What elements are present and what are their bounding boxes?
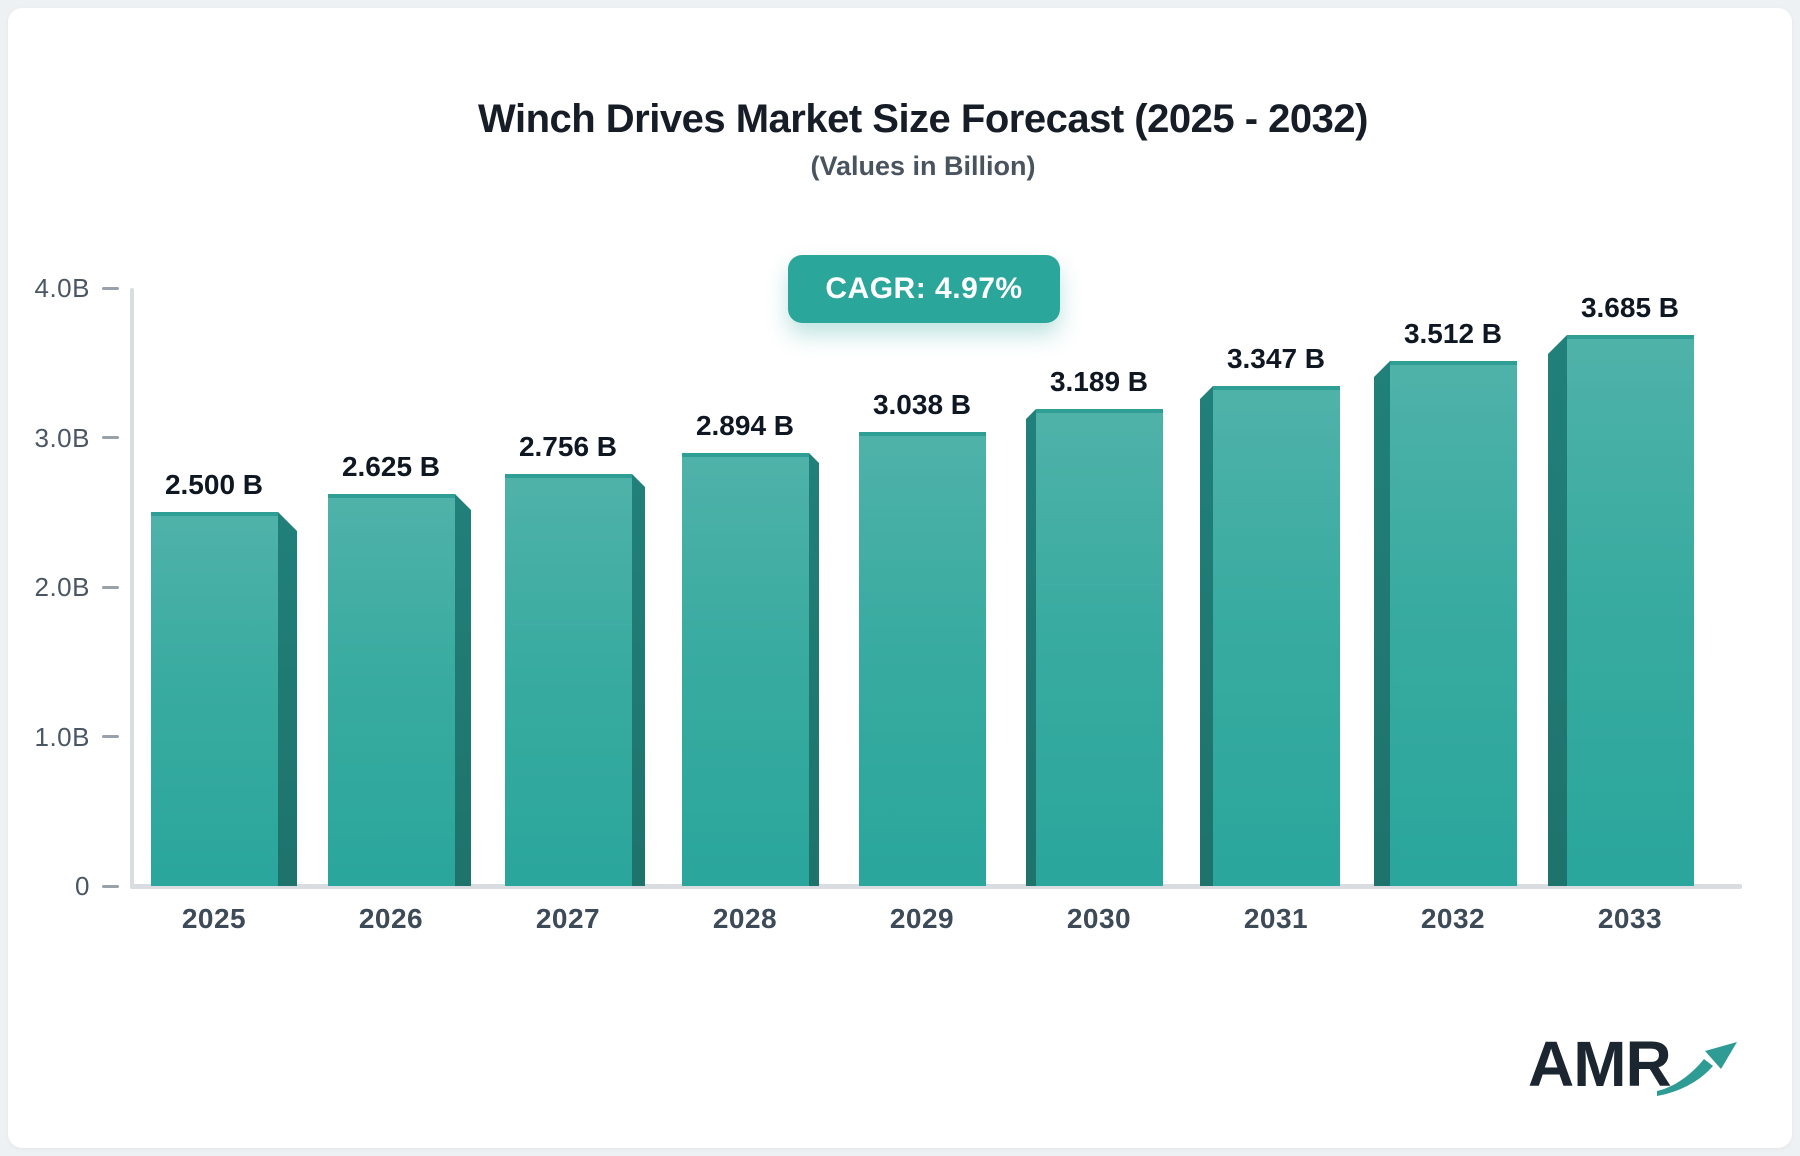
bar-value-label: 3.038 B [872,389,972,420]
x-axis-label: 2026 [358,903,424,934]
y-axis-label: 3.0B [34,422,90,453]
bar-side-face [455,494,471,886]
y-axis-tick [102,436,119,439]
bar-side-face [1200,386,1213,886]
x-axis-label: 2033 [1597,903,1663,934]
bar-2030[interactable] [1036,409,1163,886]
y-axis-label: 4.0B [34,273,90,303]
bar-value-label: 2.756 B [518,431,618,462]
bar-side-face [278,512,297,886]
bar-2031[interactable] [1213,386,1340,886]
bar-value-label: 2.500 B [164,469,264,500]
x-axis-label: 2030 [1066,903,1132,934]
bar-value-label: 3.685 B [1580,292,1680,323]
bar-2033[interactable] [1567,335,1694,886]
x-axis-label: 2027 [535,903,601,934]
bar-value-label: 2.894 B [695,410,795,441]
bar-2028[interactable] [682,453,809,886]
x-axis-label: 2025 [181,903,247,934]
x-axis-label: 2032 [1420,903,1486,934]
y-axis-tick [102,735,119,738]
bar-value-label: 2.625 B [341,451,441,482]
bar-2027[interactable] [505,474,632,886]
x-axis-label: 2029 [889,903,955,934]
y-axis-tick [102,884,119,888]
bar-side-face [632,474,645,886]
y-axis-label: 0 [75,871,90,901]
y-axis-label: 1.0B [34,721,90,752]
bar-value-label: 3.189 B [1049,366,1149,397]
amr-logo-text: AMR [1528,1028,1672,1100]
cagr-badge-label: CAGR: 4.97% [825,272,1023,305]
bar-side-face [1026,409,1036,886]
chart-subtitle: (Values in Billion) [810,151,1036,181]
x-axis-label: 2028 [712,903,778,934]
bar-side-face [1548,335,1567,886]
y-axis-tick [102,286,119,290]
bar-value-label: 3.512 B [1403,318,1503,349]
cagr-badge: CAGR: 4.97% [788,255,1060,323]
y-axis-label: 2.0B [34,572,90,602]
bar-2025[interactable] [151,512,278,886]
chart-title: Winch Drives Market Size Forecast (2025 … [478,97,1368,141]
bar-side-face [809,453,819,886]
bar-2032[interactable] [1390,361,1517,886]
bar-side-face [1374,361,1390,886]
bar-value-label: 3.347 B [1226,343,1326,374]
growth-arrow-icon [1656,1042,1737,1096]
bar-2026[interactable] [328,494,455,886]
amr-logo: AMR [1528,1032,1749,1100]
y-axis-line [130,288,134,889]
y-axis-tick [102,585,119,589]
bar-2029[interactable] [859,432,986,886]
x-axis-label: 2031 [1243,903,1309,934]
x-axis-baseline [130,884,1742,889]
